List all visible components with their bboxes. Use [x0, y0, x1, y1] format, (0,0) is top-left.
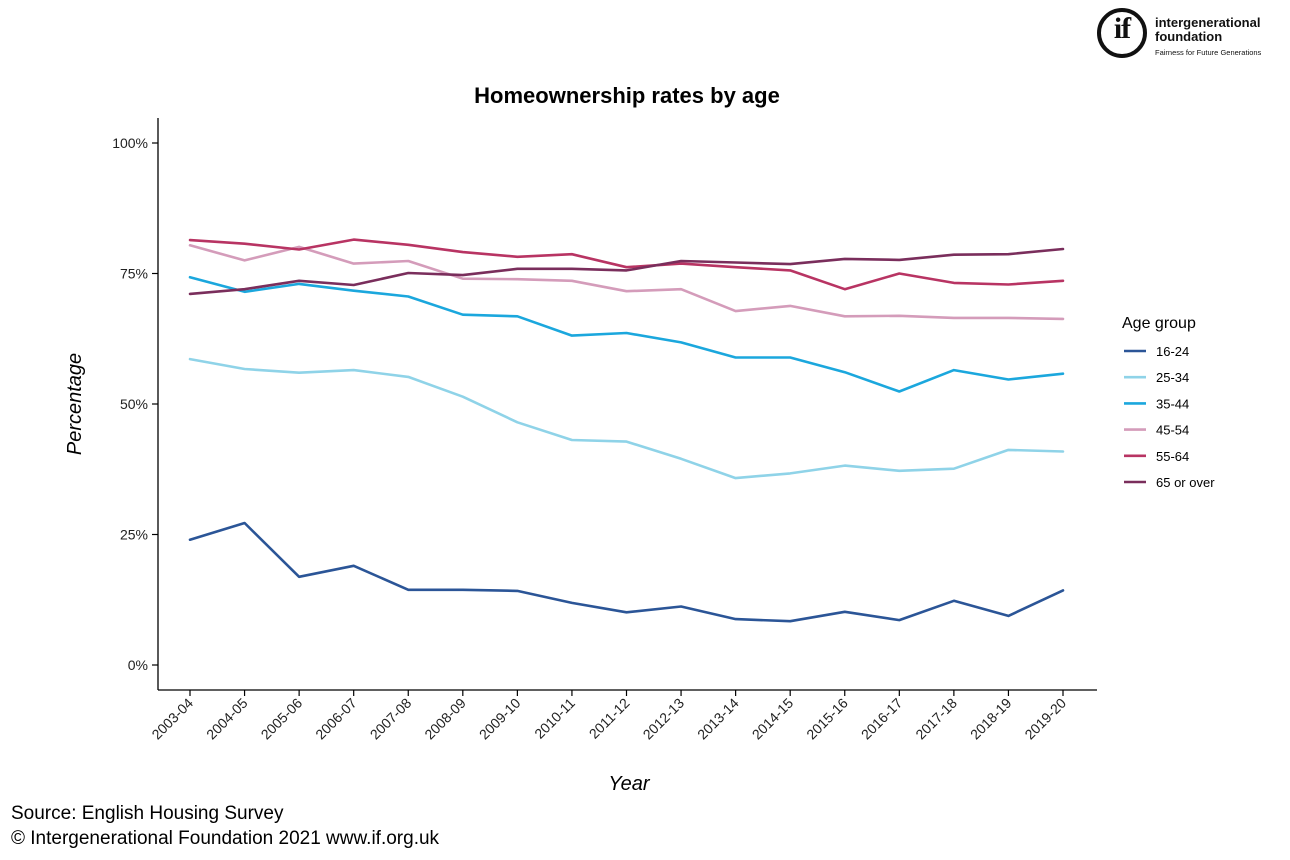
logo-circle-icon — [1097, 8, 1147, 58]
x-tick-label: 2004-05 — [203, 695, 251, 743]
x-tick-label: 2008-09 — [421, 695, 469, 743]
legend: Age group 16-24 25-34 35-44 45-54 55-64 65 or… — [1122, 315, 1215, 490]
logo-tagline: Fairness for Future Generations — [1155, 48, 1262, 57]
x-axis-title: Year — [608, 773, 650, 795]
axes: 0% 25% 50% 75% 100% 2003-04 2004-05 2005-06 2006… — [112, 118, 1097, 742]
y-axis-title: Percentage — [64, 353, 86, 455]
legend-title: Age group — [1122, 315, 1196, 332]
legend-label: 55-64 — [1156, 449, 1189, 464]
x-tick-label: 2018-19 — [967, 695, 1015, 743]
legend-label: 25-34 — [1156, 370, 1189, 385]
y-tick-label: 100% — [112, 135, 148, 151]
logo-name: intergenerational foundation — [1155, 15, 1261, 44]
x-tick-label: 2010-11 — [531, 695, 578, 742]
if-logo: if intergenerational foundation Fairness… — [1097, 8, 1282, 66]
legend-label: 16-24 — [1156, 344, 1189, 359]
x-tick-label: 2017-18 — [912, 695, 960, 743]
chart-title: Homeownership rates by age — [474, 83, 780, 108]
series-line-55-64 — [188, 238, 1065, 291]
footer-source: Source: English Housing Survey — [11, 803, 284, 824]
series-line-16-24 — [188, 521, 1065, 623]
footer-copyright: © Intergenerational Foundation 2021 www.… — [11, 828, 440, 849]
x-tick-label: 2007-08 — [367, 695, 415, 743]
y-tick-label: 50% — [120, 396, 148, 412]
legend-label: 65 or over — [1156, 475, 1215, 490]
legend-label: 35-44 — [1156, 396, 1189, 411]
x-tick-label: 2013-14 — [694, 695, 742, 743]
logo-glyph: if — [1113, 12, 1131, 45]
x-tick-label: 2014-15 — [749, 695, 797, 743]
x-tick-label: 2003-04 — [148, 695, 196, 743]
x-tick-label: 2012-13 — [640, 695, 688, 743]
y-tick-label: 25% — [120, 527, 148, 543]
x-tick-label: 2011-12 — [586, 695, 633, 742]
x-tick-label: 2009-10 — [476, 695, 524, 743]
x-tick-label: 2015-16 — [803, 695, 851, 743]
x-tick-label: 2005-06 — [258, 695, 306, 743]
series-line-65-or-over — [188, 247, 1065, 296]
legend-label: 45-54 — [1156, 423, 1189, 438]
x-tick-label: 2019-20 — [1021, 695, 1069, 743]
x-tick-label: 2016-17 — [858, 695, 906, 743]
series-line-35-44 — [188, 275, 1065, 393]
series-line-25-34 — [188, 357, 1065, 480]
series-layer — [188, 238, 1065, 623]
x-tick-label: 2006-07 — [312, 695, 360, 743]
y-tick-label: 0% — [128, 657, 148, 673]
series-line-45-54 — [188, 244, 1065, 321]
y-tick-label: 75% — [120, 266, 148, 282]
